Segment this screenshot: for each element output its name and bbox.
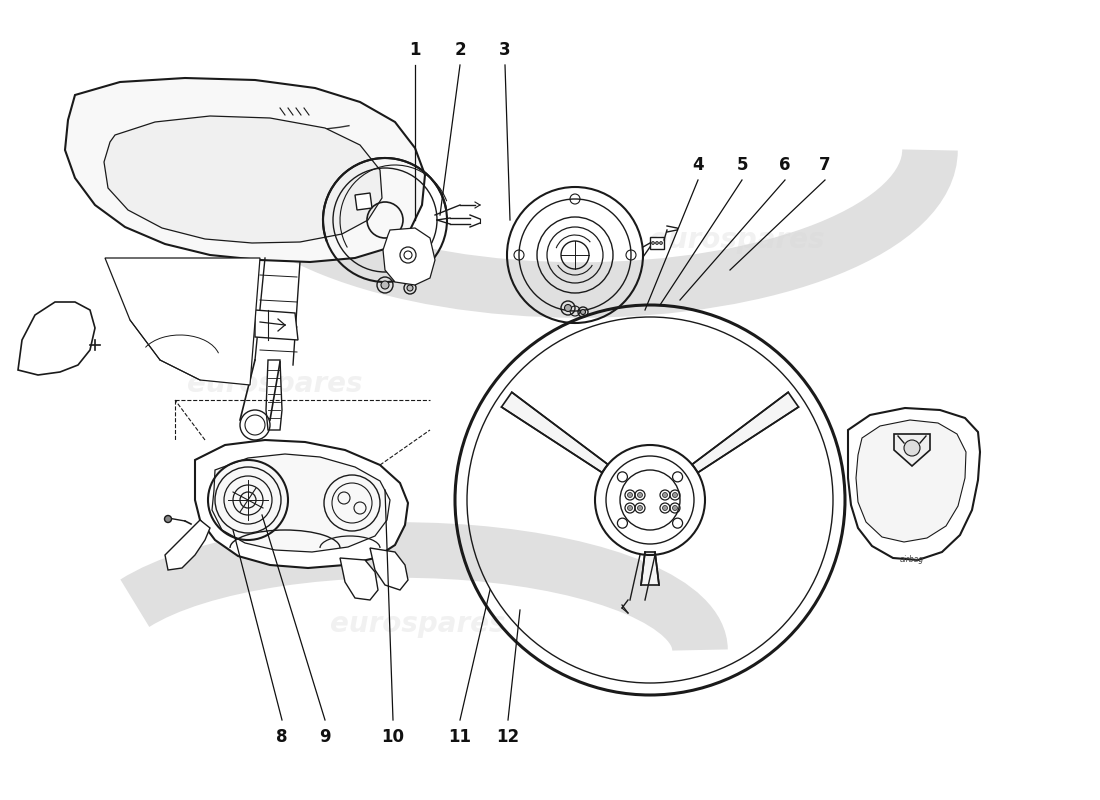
Text: 6: 6 [779, 156, 791, 174]
Text: eurospares: eurospares [187, 370, 363, 398]
Circle shape [638, 493, 642, 498]
Polygon shape [65, 78, 425, 262]
Circle shape [660, 242, 662, 245]
Polygon shape [650, 237, 664, 249]
Text: 11: 11 [449, 728, 472, 746]
Polygon shape [104, 116, 382, 243]
Text: 12: 12 [496, 728, 519, 746]
Polygon shape [212, 454, 390, 552]
Text: 8: 8 [276, 728, 288, 746]
Polygon shape [255, 310, 298, 340]
Polygon shape [340, 558, 378, 600]
Text: 2: 2 [454, 41, 465, 59]
Polygon shape [266, 360, 282, 430]
Circle shape [407, 285, 412, 291]
Polygon shape [165, 520, 210, 570]
Polygon shape [692, 392, 799, 473]
Text: eurospares: eurospares [649, 226, 825, 254]
Circle shape [581, 310, 585, 314]
Polygon shape [355, 193, 372, 210]
Circle shape [638, 506, 642, 510]
Text: 1: 1 [409, 41, 420, 59]
Circle shape [627, 493, 632, 498]
Text: 5: 5 [736, 156, 748, 174]
Circle shape [381, 281, 389, 289]
Polygon shape [856, 420, 966, 542]
Polygon shape [370, 548, 408, 590]
Polygon shape [848, 408, 980, 560]
Polygon shape [383, 228, 434, 285]
Text: 4: 4 [692, 156, 704, 174]
Circle shape [662, 506, 668, 510]
Polygon shape [894, 434, 930, 466]
Circle shape [165, 515, 172, 522]
Text: 3: 3 [499, 41, 510, 59]
Circle shape [672, 493, 678, 498]
Circle shape [564, 305, 572, 311]
Polygon shape [18, 302, 95, 375]
Circle shape [904, 440, 920, 456]
Circle shape [627, 506, 632, 510]
Polygon shape [195, 440, 408, 568]
Circle shape [656, 242, 659, 245]
Polygon shape [502, 392, 608, 473]
Text: 7: 7 [820, 156, 830, 174]
Polygon shape [641, 552, 659, 585]
Text: 9: 9 [319, 728, 331, 746]
Circle shape [651, 242, 654, 245]
Text: 10: 10 [382, 728, 405, 746]
Circle shape [662, 493, 668, 498]
Polygon shape [104, 258, 260, 385]
Circle shape [672, 506, 678, 510]
Text: airbag: airbag [900, 555, 924, 564]
Text: eurospares: eurospares [330, 610, 506, 638]
